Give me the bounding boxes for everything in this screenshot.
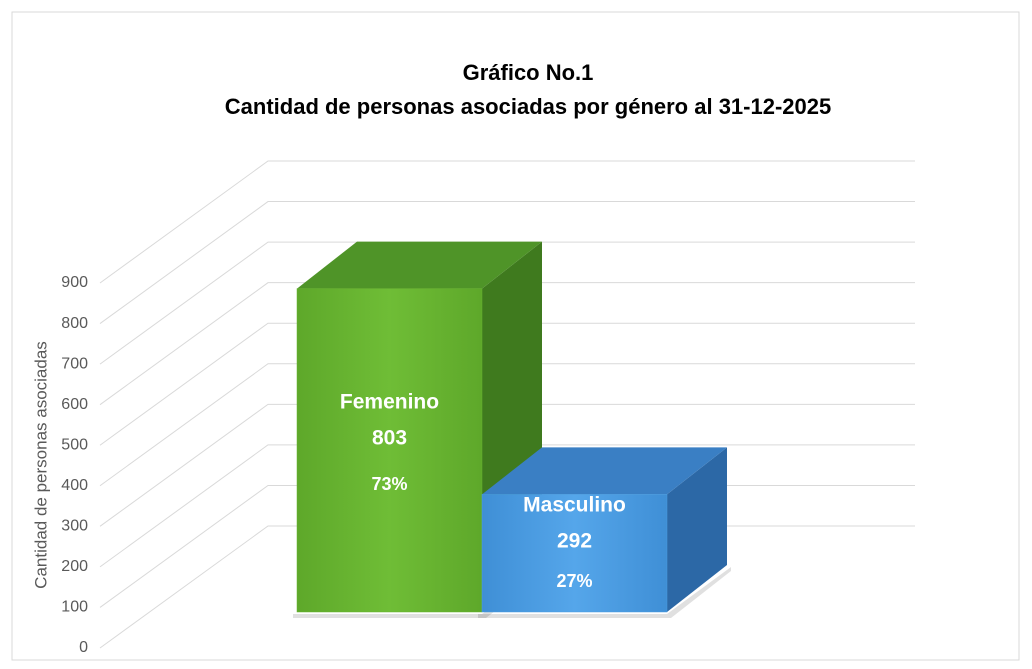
chart-title: Gráfico No.1 [463, 60, 594, 85]
y-tick-label: 100 [61, 599, 88, 616]
data-label-value: 803 [372, 427, 407, 450]
data-label-value: 292 [557, 530, 592, 553]
data-label-category: Masculino [523, 494, 626, 517]
y-tick-label: 300 [61, 518, 88, 535]
y-tick-label: 200 [61, 558, 88, 575]
grid-line [99, 444, 915, 568]
y-tick-label: 500 [61, 436, 88, 453]
grid-line [99, 363, 915, 487]
grid-line [99, 322, 915, 446]
data-label-category: Femenino [340, 391, 439, 414]
grid-line [99, 282, 915, 406]
y-tick-label: 700 [61, 355, 88, 372]
y-tick-label: 900 [61, 274, 88, 291]
bar [296, 288, 483, 613]
chart-subtitle: Cantidad de personas asociadas por géner… [225, 94, 831, 119]
bar [481, 494, 668, 613]
data-label-share: 27% [556, 571, 592, 591]
grid-line [99, 403, 915, 527]
y-axis-title: Cantidad de personas asociadas [31, 341, 50, 589]
data-label-share: 73% [371, 474, 407, 494]
grid-line [99, 160, 915, 284]
y-tick-label: 400 [61, 477, 88, 494]
grid-line [99, 241, 915, 365]
y-tick-label: 600 [61, 396, 88, 413]
bar-top [482, 447, 727, 495]
y-tick-label: 800 [61, 315, 88, 332]
bar-top [297, 241, 542, 289]
grid-line [99, 201, 915, 324]
bar-side [667, 447, 727, 612]
y-tick-label: 0 [79, 639, 88, 656]
